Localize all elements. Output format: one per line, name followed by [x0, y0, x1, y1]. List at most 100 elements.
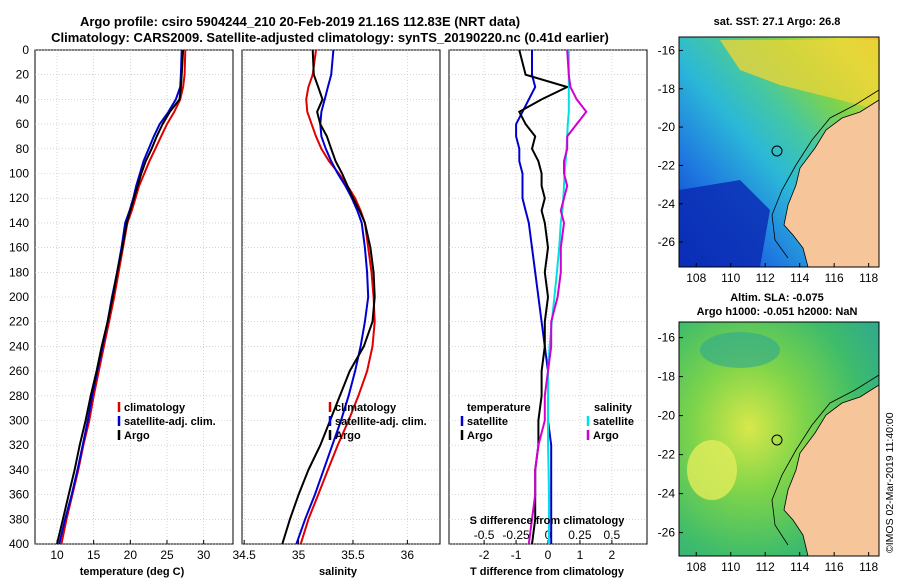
- legend-label-sat: satellite-adj. clim.: [124, 416, 216, 428]
- legend-label-clim: climatology: [124, 402, 186, 414]
- map-y-tick-label: -20: [658, 409, 676, 423]
- map-x-tick-label: 108: [686, 560, 706, 574]
- difference-series-3: [527, 50, 588, 544]
- sla-high-patch: [687, 440, 737, 500]
- map-y-tick-label: -20: [658, 120, 676, 134]
- depth-tick-label: 200: [9, 290, 29, 304]
- temperature-legend: climatology satellite-adj. clim. Argo: [117, 402, 216, 442]
- depth-tick-label: 280: [9, 389, 29, 403]
- depth-tick-label: 320: [9, 438, 29, 452]
- depth-tick-label: 40: [16, 92, 30, 106]
- x-tick-label: 36: [401, 548, 415, 562]
- temperature-series-1: [58, 50, 183, 544]
- map-x-tick-label: 112: [756, 271, 775, 285]
- legend-label-s-sat: satellite: [593, 416, 634, 428]
- sla-coastline: [771, 374, 880, 546]
- sst-land: [784, 100, 879, 267]
- depth-tick-label: 220: [9, 315, 29, 329]
- depth-tick-label: 80: [16, 142, 30, 156]
- temperature-series-2: [56, 50, 185, 544]
- sst-map-frame: [678, 36, 880, 268]
- map-x-tick-label: 118: [859, 560, 878, 574]
- difference-legend: temperature salinity satellite Argo sate…: [460, 402, 634, 442]
- depth-tick-label: 340: [9, 463, 29, 477]
- s-difference-xlabel: S difference from climatology: [470, 515, 626, 527]
- sla-map-axes: 108 110 112 114 116 118 -16 -18 -20 -22 -24 -26: [658, 331, 879, 574]
- map-y-tick-label: -26: [658, 526, 676, 540]
- s-diff-tick-label: 0.5: [604, 528, 621, 542]
- x-tick-label: 0: [545, 548, 552, 562]
- sst-map-axes: 108 110 112 114 116 118 -16 -18 -20 -22 -24 -26: [658, 43, 879, 285]
- sst-map: [678, 36, 880, 268]
- difference-series-1: [517, 50, 570, 544]
- salinity-legend: climatology satellite-adj. clim. Argo: [328, 402, 427, 442]
- map-x-tick-label: 110: [721, 271, 740, 285]
- x-tick-label: 34.5: [232, 548, 256, 562]
- depth-tick-label: 20: [16, 68, 30, 82]
- sla-map-title-1: Altim. SLA: -0.075: [730, 292, 824, 304]
- map-x-tick-label: 112: [756, 560, 775, 574]
- legend-label-t-argo: Argo: [467, 430, 493, 442]
- x-tick-label: 10: [50, 548, 64, 562]
- depth-tick-label: 140: [9, 216, 29, 230]
- argo-position-marker: [771, 434, 783, 446]
- title-line-1: Argo profile: csiro 5904244_210 20-Feb-2…: [80, 14, 520, 29]
- map-y-tick-label: -24: [658, 487, 676, 501]
- temperature-xlabel: temperature (deg C): [80, 566, 185, 578]
- map-x-tick-label: 118: [859, 271, 878, 285]
- sst-cool-patch: [679, 180, 770, 267]
- sst-coastline: [771, 89, 880, 259]
- map-x-tick-label: 116: [825, 560, 844, 574]
- difference-lines: [515, 50, 588, 544]
- legend-label-s-argo: Argo: [593, 430, 619, 442]
- sla-low-patch: [700, 332, 780, 368]
- depth-tick-label: 360: [9, 488, 29, 502]
- salinity-series-2: [281, 50, 376, 544]
- temperature-x-axis: 10 15 20 25 30: [50, 540, 211, 562]
- sst-map-title: sat. SST: 27.1 Argo: 26.8: [714, 16, 841, 28]
- map-x-tick-label: 110: [721, 560, 740, 574]
- depth-tick-label: 260: [9, 364, 29, 378]
- sla-map-frame: [678, 321, 880, 557]
- t-difference-x-axis: -2 -1 0 1 2: [479, 540, 616, 562]
- argo-position-marker: [771, 145, 783, 157]
- map-y-tick-label: -24: [658, 197, 676, 211]
- map-x-tick-label: 116: [825, 271, 844, 285]
- depth-tick-label: 300: [9, 414, 29, 428]
- s-difference-x-axis: -0.5 -0.25 0 0.25 0.5: [474, 528, 621, 542]
- s-diff-tick-label: -0.25: [502, 528, 530, 542]
- map-x-tick-label: 108: [686, 271, 706, 285]
- x-tick-label: 2: [609, 548, 616, 562]
- sla-land-edge: [783, 384, 880, 557]
- map-y-tick-label: -18: [658, 370, 676, 384]
- legend-title-salinity: salinity: [594, 402, 633, 414]
- difference-series-2: [547, 50, 570, 544]
- x-tick-label: -1: [511, 548, 522, 562]
- depth-tick-label: 380: [9, 512, 29, 526]
- x-tick-label: 25: [160, 548, 174, 562]
- depth-tick-label: 160: [9, 241, 29, 255]
- sla-land: [784, 385, 879, 556]
- salinity-grid: [242, 49, 440, 545]
- sla-map-title-2: Argo h1000: -0.051 h2000: NaN: [697, 306, 858, 318]
- legend-label-sat: satellite-adj. clim.: [335, 416, 427, 428]
- x-tick-label: 30: [197, 548, 211, 562]
- s-diff-tick-label: -0.5: [474, 528, 495, 542]
- map-y-tick-label: -22: [658, 448, 676, 462]
- salinity-lines: [281, 50, 376, 544]
- map-x-tick-label: 114: [790, 271, 809, 285]
- x-tick-label: 20: [124, 548, 138, 562]
- depth-tick-label: 60: [16, 117, 30, 131]
- x-tick-label: 1: [577, 548, 584, 562]
- depth-axis: 0 20 40 60 80 100 120 140 160 180 200 220 240 260 280 3…: [9, 43, 29, 551]
- salinity-x-axis: 34.5 35 35.5 36: [232, 540, 414, 562]
- depth-tick-label: 100: [9, 167, 29, 181]
- title-line-2: Climatology: CARS2009. Satellite-adjuste…: [51, 30, 609, 45]
- legend-title-temperature: temperature: [467, 402, 531, 414]
- map-y-tick-label: -16: [658, 331, 676, 345]
- sst-land-edge: [783, 99, 880, 268]
- t-difference-xlabel: T difference from climatology: [470, 566, 625, 578]
- temperature-grid: [35, 49, 233, 545]
- map-x-tick-label: 114: [790, 560, 809, 574]
